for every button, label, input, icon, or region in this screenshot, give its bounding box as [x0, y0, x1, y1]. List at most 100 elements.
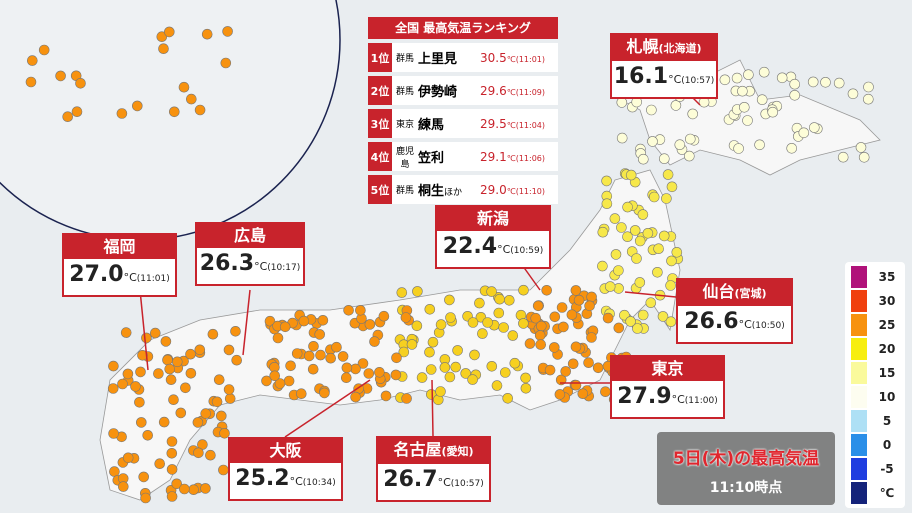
station-dot — [224, 393, 236, 404]
station-dot — [674, 139, 686, 150]
legend-swatch — [851, 266, 867, 288]
station-dot — [507, 330, 519, 341]
station-dot — [637, 153, 649, 165]
station-dot — [535, 339, 547, 350]
station-dot — [616, 132, 628, 144]
station-dot — [530, 312, 542, 324]
callout-unit: °C — [123, 271, 137, 284]
place-name: 桐生 — [418, 184, 445, 199]
callout-name: 大阪 — [269, 441, 302, 460]
legend-swatch — [851, 458, 867, 480]
station-dot — [363, 368, 375, 379]
station-dot — [637, 209, 649, 220]
station-dot — [657, 311, 669, 322]
station-dot — [445, 312, 456, 323]
ranking-row: 1位 群馬 上里見 30.5℃(11:01) — [368, 43, 558, 72]
station-dot — [666, 181, 678, 193]
station-dot — [200, 483, 211, 494]
station-dot — [166, 464, 178, 475]
station-dot — [767, 106, 779, 118]
station-dot — [165, 374, 177, 386]
station-dot — [518, 318, 529, 329]
callout-temp: 27.9 — [617, 384, 672, 409]
station-dot — [502, 392, 514, 404]
station-dot — [622, 231, 633, 242]
station-dot — [166, 447, 178, 459]
station-dot — [486, 360, 498, 372]
station-dot — [164, 26, 175, 38]
station-dot — [613, 322, 625, 334]
station-dot — [207, 328, 219, 340]
station-dot — [272, 332, 284, 344]
callout: 大阪 25.2°C(10:34) — [228, 437, 343, 501]
station-dot — [264, 315, 276, 327]
station-dot — [566, 309, 578, 321]
place-name: 伊勢崎 — [418, 85, 458, 100]
station-dot — [416, 372, 428, 383]
station-dot — [380, 390, 392, 402]
station-dot — [261, 375, 272, 387]
station-dot — [369, 336, 380, 347]
station-dot — [427, 336, 439, 348]
station-dot — [731, 72, 743, 84]
station-dot — [833, 77, 845, 89]
station-dot — [604, 281, 616, 292]
station-dot — [642, 228, 654, 239]
station-dot — [548, 342, 560, 353]
station-dot — [584, 300, 595, 312]
station-dot — [855, 142, 867, 153]
callout-body: 16.1°C(10:57) — [612, 61, 716, 97]
legend-label: 0 — [882, 438, 892, 452]
callout-sub: (北海道) — [658, 42, 702, 55]
legend-label: 20 — [878, 342, 896, 356]
ranking-panel: 全国 最高気温ランキング 1位 群馬 上里見 30.5℃(11:01) 2位 群馬 伊勢崎 2… — [368, 17, 558, 204]
callout-sub: (宮城) — [734, 287, 767, 300]
station-dot — [631, 253, 642, 264]
callout-body: 26.3°C(10:17) — [197, 248, 303, 284]
station-dot — [138, 471, 149, 483]
station-dot — [570, 285, 582, 296]
callout-time: (10:59) — [510, 246, 544, 256]
station-dot — [107, 383, 119, 394]
station-dot — [400, 312, 412, 323]
station-dot — [341, 362, 353, 374]
station-dot — [169, 106, 180, 118]
station-dot — [269, 370, 281, 382]
station-dot — [756, 94, 768, 105]
legend-label: 30 — [878, 294, 896, 308]
station-dot — [231, 354, 242, 366]
callout-time: (10:57) — [450, 479, 484, 489]
station-dot — [142, 429, 153, 441]
callout: 仙台(宮城) 26.6°C(10:50) — [676, 278, 793, 344]
callout-header: 広島 — [197, 224, 303, 248]
station-dot — [520, 372, 531, 384]
station-dot — [303, 350, 315, 362]
station-dot — [629, 225, 641, 236]
station-dot — [222, 26, 233, 37]
station-dot — [665, 316, 677, 328]
legend-label: 15 — [878, 366, 896, 380]
station-dot — [670, 100, 682, 111]
station-dot — [444, 371, 456, 383]
station-dot — [469, 349, 480, 361]
station-dot — [467, 374, 478, 385]
station-dot — [108, 360, 119, 372]
station-dot — [439, 362, 451, 373]
station-dot — [298, 315, 310, 327]
temp-unit: ℃ — [506, 186, 516, 196]
station-dot — [122, 368, 134, 380]
station-dot — [213, 374, 225, 386]
station-dot — [742, 115, 753, 126]
callout-temp: 27.0 — [69, 262, 124, 287]
callout-temp: 22.4 — [442, 234, 498, 259]
station-dot — [560, 366, 572, 377]
legend-label: -5 — [880, 462, 894, 476]
callout-body: 22.4°C(10:59) — [437, 231, 549, 267]
prefecture: 鹿児島 — [395, 146, 414, 170]
callout-temp: 16.1 — [613, 64, 669, 89]
callout-unit: °C — [668, 73, 682, 86]
callout-name: 新潟 — [476, 209, 509, 228]
station-dot — [648, 191, 660, 203]
temp-unit: ℃ — [506, 54, 516, 64]
